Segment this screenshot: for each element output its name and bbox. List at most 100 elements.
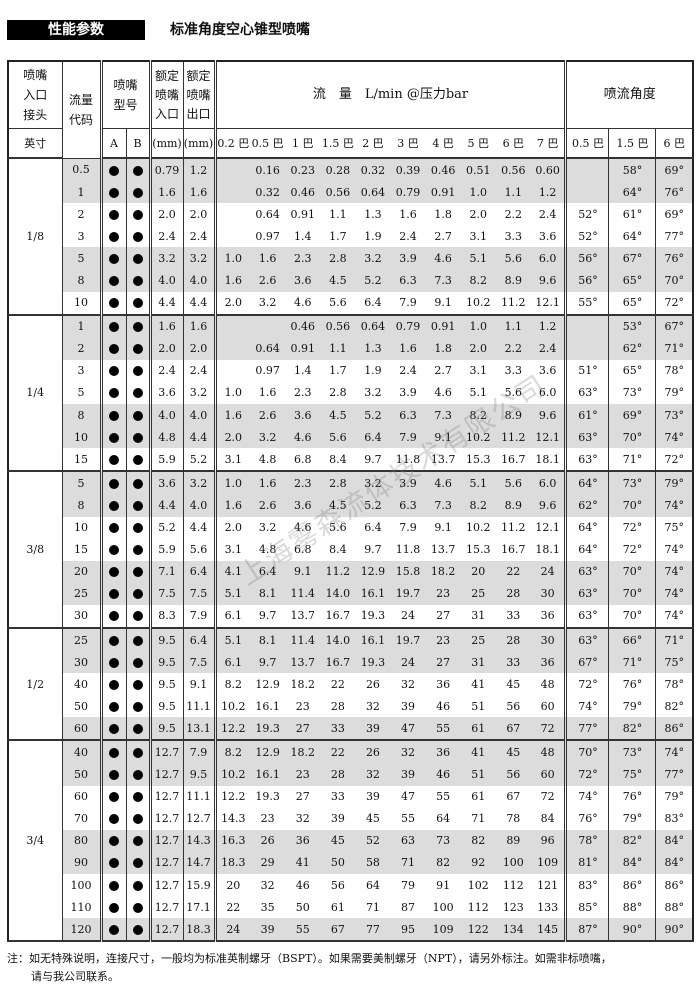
filled-dot-icon: [109, 209, 119, 220]
flow-value: 3.1: [469, 364, 487, 378]
flow-value: 73: [425, 829, 461, 852]
filled-dot-icon: [132, 209, 143, 220]
filled-dot-icon: [132, 322, 143, 333]
flow-value: 0.46: [425, 158, 461, 182]
flow-value: 41: [460, 740, 496, 764]
flow-value: 1.7: [329, 229, 347, 243]
flow-value: 32: [355, 763, 391, 786]
spray-angle: 63°: [564, 448, 609, 473]
flow-value: 16.3: [213, 829, 251, 852]
outlet-diameter: 3.2: [182, 471, 216, 495]
flow-value: 1.0: [213, 247, 251, 270]
flow-code: 30: [61, 604, 101, 629]
table-row: 80 12.7 14.3 16.3 26 36 45 52 63 73 82 89 96 78° 82° 84…: [8, 829, 693, 852]
flow-value: 9.6: [530, 494, 566, 517]
model-b-available: [125, 785, 151, 808]
model-b-available: [125, 851, 151, 874]
spray-angle: 72°: [608, 516, 656, 539]
flow-value: 0.51: [460, 158, 496, 182]
flow-value: 27: [285, 717, 321, 742]
flow-value: 13.7: [425, 448, 461, 473]
flow-value: 2.3: [285, 471, 321, 495]
spray-angle: 79°: [608, 695, 656, 718]
flow-value: 1.3: [355, 337, 391, 360]
flow-value: 5.6: [329, 521, 347, 535]
spray-angle: 78°: [564, 829, 609, 852]
flow-value: 6.4: [355, 291, 391, 316]
flow-value: 1.6: [390, 337, 426, 360]
flow-value: 51: [460, 763, 496, 786]
flow-value: 96: [530, 829, 566, 852]
table-row: 2 2.0 2.0 0.64 0.91 1.1 1.3 1.6 1.8 2.0 2.2 2.4 52° 6…: [8, 203, 693, 226]
flow-value: 7.9: [390, 291, 426, 316]
model-a-available: [99, 785, 126, 808]
flow-value: 5.1: [213, 627, 251, 652]
flow-value: 6.8: [285, 448, 321, 473]
flow-value: 33: [330, 790, 345, 804]
flow-value: 0.46: [285, 181, 321, 204]
filled-dot-icon: [132, 187, 143, 198]
flow-value: 2.0: [213, 291, 251, 316]
filled-dot-icon: [132, 366, 143, 377]
flow-value: 6.4: [364, 521, 382, 535]
flow-code: 3: [61, 359, 101, 382]
filled-dot-icon: [109, 165, 119, 176]
flow-value: 9.7: [364, 543, 382, 557]
spray-angle: 72°: [655, 448, 693, 473]
flow-value: 13.7: [285, 604, 321, 629]
outlet-diameter: 4.0: [182, 404, 216, 427]
flow-value: [213, 158, 251, 182]
flow-value: 3.1: [469, 229, 487, 243]
flow-value: 6.0: [538, 386, 557, 400]
flow-value: 33: [495, 651, 531, 674]
spray-angle: 90°: [608, 918, 656, 943]
flow-value: 100: [432, 900, 454, 914]
flow-value: 89: [495, 829, 531, 852]
flow-value: 9.1: [434, 521, 452, 535]
outlet-diameter: 9.5: [182, 763, 216, 786]
flow-value: 8.4: [320, 448, 356, 473]
table-row: 2 2.0 2.0 0.64 0.91 1.1 1.3 1.6 1.8 2.0 2.2 2.4 62° 7…: [8, 337, 693, 360]
spray-angle: 56°: [564, 247, 609, 270]
model-a-available: [99, 158, 126, 182]
outlet-diameter: 4.0: [182, 494, 216, 517]
flow-value: 14.0: [320, 582, 356, 605]
inlet-diameter: 9.5: [148, 673, 184, 696]
flow-code: 10: [61, 291, 101, 316]
flow-value: 19.3: [355, 651, 391, 674]
flow-value: 19.7: [390, 627, 426, 652]
table-row: 40 9.5 9.1 8.2 12.9 18.2 22 26 32 36 41 45 48 72° 76° 7…: [8, 673, 693, 696]
flow-code: 1: [61, 314, 101, 338]
table-row: 8 4.4 4.0 1.6 2.6 3.6 4.5 5.2 6.3 7.3 8.2 8.9 9.6 62°…: [8, 494, 693, 517]
spray-angle: 62°: [564, 494, 609, 517]
inlet-diameter: 8.3: [148, 604, 184, 629]
spray-angle: 75°: [608, 763, 656, 786]
filled-dot-icon: [109, 500, 119, 511]
table-row: 120 12.7 18.3 24 39 55 67 77 95 109 122 134 145 87° 90…: [8, 918, 693, 943]
flow-value: 41: [285, 851, 321, 874]
model-b-available: [125, 695, 151, 718]
flow-value: 16.7: [501, 543, 526, 557]
flow-code: 8: [61, 404, 101, 427]
filled-dot-icon: [109, 253, 119, 264]
model-b-available: [125, 494, 151, 517]
flow-value: 23: [425, 627, 461, 652]
flow-value: 1.6: [213, 269, 251, 292]
flow-code: 40: [61, 740, 101, 764]
flow-value: 8.2: [213, 673, 251, 696]
model-b-available: [125, 651, 151, 674]
flow-value: 36: [530, 604, 566, 629]
flow-value: 72: [540, 790, 555, 804]
model-a-available: [99, 359, 126, 382]
table-row: 5 3.2 3.2 1.0 1.6 2.3 2.8 3.2 3.9 4.6 5.1 5.6 6.0 56°…: [8, 247, 693, 270]
spray-angle: 72°: [564, 673, 609, 696]
filled-dot-icon: [109, 523, 119, 534]
flow-value: 11.4: [285, 582, 321, 605]
model-a-available: [99, 560, 126, 583]
flow-value: 1.4: [294, 229, 312, 243]
filled-dot-icon: [109, 410, 119, 421]
flow-code: 100: [61, 874, 101, 897]
spray-angle: 84°: [655, 829, 693, 852]
flow-value: 61: [460, 717, 496, 742]
inlet-diameter: 3.6: [148, 381, 184, 405]
